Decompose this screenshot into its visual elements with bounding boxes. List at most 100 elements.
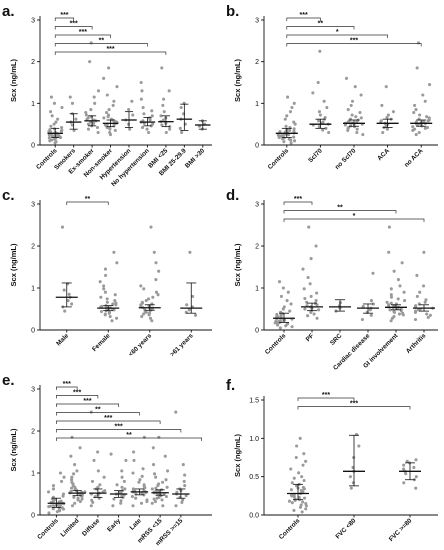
data-point [89, 41, 93, 45]
data-point [297, 471, 301, 475]
data-point [304, 459, 308, 463]
data-point [282, 140, 286, 144]
data-point [290, 501, 294, 505]
data-point [317, 119, 321, 123]
data-point [420, 124, 424, 128]
x-tick-label: >61 years [169, 332, 195, 358]
panel-5: e. Scx (ng/mL) 0 1 2 3 Controls Limited Diffuse E… [2, 372, 212, 547]
data-point [405, 459, 409, 463]
data-point [63, 309, 67, 313]
x-tick-label: Controls [264, 332, 288, 356]
data-point [122, 479, 126, 483]
data-point [47, 136, 51, 140]
data-point [103, 489, 107, 493]
significance-bracket [54, 34, 111, 38]
data-point [140, 125, 145, 130]
data-point [76, 496, 80, 500]
significance-label: *** [106, 46, 114, 53]
x-tick-label: BMI >30 [184, 147, 206, 169]
data-point [142, 435, 146, 439]
data-point [318, 113, 322, 117]
data-point [70, 480, 74, 484]
data-point [96, 89, 101, 93]
data-point [157, 435, 161, 439]
data-point [143, 309, 147, 314]
data-point [99, 309, 104, 314]
data-point [288, 309, 292, 313]
data-point [289, 141, 293, 145]
data-point [131, 471, 135, 475]
data-point [349, 486, 353, 490]
data-point [355, 127, 359, 131]
data-point [183, 473, 187, 477]
data-point [423, 300, 427, 304]
data-point [411, 125, 415, 129]
data-point [62, 475, 66, 479]
data-point [396, 297, 400, 301]
y-tick-label: 0 [31, 143, 35, 150]
significance-bracket [54, 26, 93, 30]
data-point [151, 446, 155, 450]
data-point [96, 450, 100, 454]
data-point [141, 105, 145, 110]
significance-label: *** [322, 392, 330, 399]
y-tick-label: 3 [255, 202, 259, 209]
data-point [120, 485, 124, 489]
data-point [163, 454, 167, 458]
x-tick-label: Controls [278, 517, 302, 541]
data-point [52, 504, 56, 508]
data-point [289, 493, 294, 497]
data-point [414, 458, 418, 462]
data-point [417, 130, 421, 135]
data-point [380, 103, 384, 107]
data-point [422, 250, 426, 254]
significance-bracket [54, 43, 148, 47]
data-point [292, 476, 296, 480]
data-point [123, 487, 127, 491]
data-point [141, 467, 145, 471]
significance-bracket [56, 403, 119, 407]
y-tick-label: 1 [31, 286, 35, 293]
data-point [279, 294, 283, 298]
data-point [313, 301, 318, 306]
data-point [306, 314, 310, 318]
data-point [102, 287, 106, 291]
data-point [289, 467, 293, 471]
data-point [51, 507, 55, 511]
data-point [113, 128, 117, 132]
significance-bracket [286, 26, 355, 30]
significance-label: *** [60, 12, 68, 19]
data-point [72, 128, 76, 132]
data-point [178, 126, 182, 130]
data-point [142, 112, 146, 116]
data-point [57, 508, 61, 512]
significance-label: ** [337, 205, 343, 212]
data-point [152, 250, 156, 254]
data-point [140, 300, 144, 304]
data-point [180, 500, 184, 504]
significance-bracket [297, 406, 411, 410]
data-point [292, 135, 296, 139]
data-point [160, 66, 164, 70]
data-point [111, 103, 115, 107]
data-point [105, 297, 109, 301]
data-point [418, 290, 422, 294]
data-point [300, 510, 304, 514]
data-point [402, 463, 406, 467]
data-point [290, 105, 294, 110]
data-point [323, 115, 327, 120]
x-tick-label: Diffuse [81, 517, 102, 538]
data-point [161, 103, 165, 107]
data-point [175, 490, 179, 494]
significance-bracket [66, 201, 109, 205]
data-point [86, 122, 90, 126]
data-point [112, 497, 116, 501]
data-point [327, 130, 331, 135]
data-point [354, 115, 358, 119]
data-point [119, 499, 123, 503]
data-point [292, 495, 296, 499]
data-point [350, 113, 354, 117]
data-point [288, 128, 292, 132]
data-point [355, 130, 359, 135]
